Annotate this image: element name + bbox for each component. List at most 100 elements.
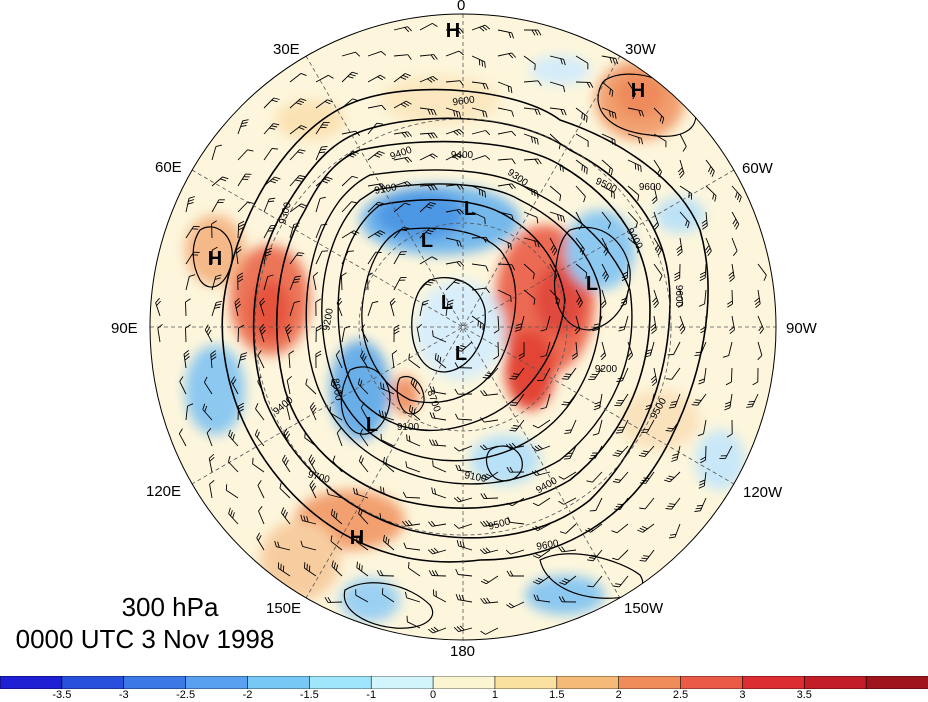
wind-barb-flag bbox=[330, 535, 333, 542]
wind-barb bbox=[332, 461, 343, 473]
wind-barb-flag bbox=[668, 475, 675, 479]
wind-barb-flag bbox=[518, 352, 525, 357]
wind-barb-flag bbox=[615, 583, 622, 586]
wind-barb-flag bbox=[574, 326, 580, 332]
pressure-center-l: L bbox=[586, 273, 598, 295]
wind-barb-flag bbox=[447, 302, 454, 306]
wind-barb-flag bbox=[429, 412, 433, 418]
colorbar-swatch bbox=[865, 676, 928, 689]
wind-barb bbox=[445, 128, 460, 135]
wind-barb-flag bbox=[507, 516, 511, 523]
wind-barb-flag bbox=[260, 326, 266, 332]
wind-barb-flag bbox=[400, 76, 407, 80]
wind-barb-flag bbox=[563, 578, 570, 582]
wind-barb-flag bbox=[404, 182, 410, 187]
wind-barb-flag bbox=[453, 110, 456, 117]
wind-barb-flag bbox=[347, 75, 354, 79]
wind-barb-flag bbox=[577, 299, 582, 306]
wind-barb-flag bbox=[261, 329, 266, 335]
wind-barb bbox=[408, 567, 421, 577]
wind-barb bbox=[545, 341, 551, 356]
colorbar-swatch bbox=[247, 676, 311, 689]
wind-barb bbox=[185, 327, 187, 343]
wind-barb bbox=[358, 513, 369, 525]
wind-barb bbox=[471, 130, 486, 135]
wind-barb-flag bbox=[728, 271, 734, 277]
wind-barb-flag bbox=[506, 570, 511, 577]
wind-barb-flag bbox=[351, 175, 359, 179]
wind-barb bbox=[510, 549, 525, 555]
wind-barb-flag bbox=[238, 408, 244, 413]
wind-barb bbox=[285, 328, 291, 343]
wind-barb-flag bbox=[459, 540, 462, 547]
wind-barb-flag bbox=[283, 457, 288, 463]
wind-barb-flag bbox=[482, 25, 488, 31]
wind-barb-flag bbox=[430, 184, 435, 191]
wind-barb bbox=[393, 227, 404, 239]
wind-barb-flag bbox=[455, 593, 459, 600]
wind-barb bbox=[185, 301, 187, 317]
wind-barb bbox=[575, 107, 588, 117]
wind-barb bbox=[406, 523, 421, 527]
colorbar-swatch bbox=[123, 676, 187, 689]
wind-barb-flag bbox=[691, 404, 698, 406]
wind-barb-flag bbox=[266, 247, 273, 251]
wind-barb bbox=[537, 523, 551, 531]
wind-barb-flag bbox=[603, 273, 608, 280]
wind-barb-flag bbox=[484, 24, 491, 30]
wind-barb-flag bbox=[485, 473, 492, 477]
wind-barb-flag bbox=[382, 534, 385, 541]
wind-barb-flag bbox=[401, 132, 407, 138]
wind-barb-flag bbox=[668, 536, 676, 539]
wind-barb-flag bbox=[480, 493, 485, 499]
wind-barb bbox=[601, 185, 615, 194]
wind-barb bbox=[728, 341, 733, 356]
wind-barb-flag bbox=[433, 626, 439, 632]
wind-barb-flag bbox=[359, 380, 363, 387]
wind-barb-flag bbox=[532, 446, 538, 452]
wind-barb-flag bbox=[478, 59, 481, 66]
wind-barb-flag bbox=[265, 250, 272, 254]
lon-label-60e: 60E bbox=[155, 159, 182, 176]
wind-barb-flag bbox=[695, 351, 702, 354]
wind-barb-flag bbox=[621, 297, 628, 301]
wind-barb-flag bbox=[292, 225, 299, 228]
wind-barb-flag bbox=[310, 457, 314, 463]
wind-barb-flag bbox=[603, 247, 608, 254]
wind-barb bbox=[592, 549, 603, 562]
wind-barb-flag bbox=[665, 378, 672, 380]
wind-barb-flag bbox=[269, 180, 276, 184]
wind-barb-flag bbox=[587, 559, 594, 562]
wind-barb-flag bbox=[671, 456, 678, 459]
wind-barb-flag bbox=[295, 179, 302, 182]
wind-barb-flag bbox=[292, 281, 299, 284]
wind-barb-flag bbox=[534, 29, 539, 36]
wind-barb-flag bbox=[563, 401, 570, 404]
wind-barb bbox=[703, 419, 707, 434]
wind-barb-flag bbox=[654, 244, 659, 251]
wind-barb-flag bbox=[732, 250, 738, 256]
wind-barb-flag bbox=[460, 344, 467, 348]
wind-barb-flag bbox=[560, 109, 564, 116]
wind-barb-flag bbox=[537, 158, 542, 165]
wind-barb-flag bbox=[344, 325, 351, 329]
wind-barb-flag bbox=[312, 407, 317, 413]
pressure-center-h: H bbox=[631, 80, 645, 102]
wind-barb-flag bbox=[564, 432, 571, 434]
wind-barb-flag bbox=[532, 273, 535, 280]
wind-barb bbox=[228, 435, 239, 447]
wind-barb-flag bbox=[408, 353, 410, 360]
wind-barb-flag bbox=[725, 381, 732, 386]
wind-barb-flag bbox=[156, 300, 161, 306]
wind-barb-flag bbox=[613, 585, 620, 588]
wind-barb bbox=[700, 341, 707, 356]
wind-barb-flag bbox=[698, 303, 705, 307]
wind-barb-flag bbox=[405, 520, 410, 526]
wind-barb bbox=[644, 497, 655, 510]
wind-barb-flag bbox=[257, 376, 262, 382]
wind-barb-flag bbox=[559, 194, 562, 201]
wind-barb-flag bbox=[189, 274, 196, 277]
wind-barb-flag bbox=[358, 455, 362, 462]
wind-barb-flag bbox=[561, 596, 566, 603]
wind-barb bbox=[361, 329, 369, 343]
